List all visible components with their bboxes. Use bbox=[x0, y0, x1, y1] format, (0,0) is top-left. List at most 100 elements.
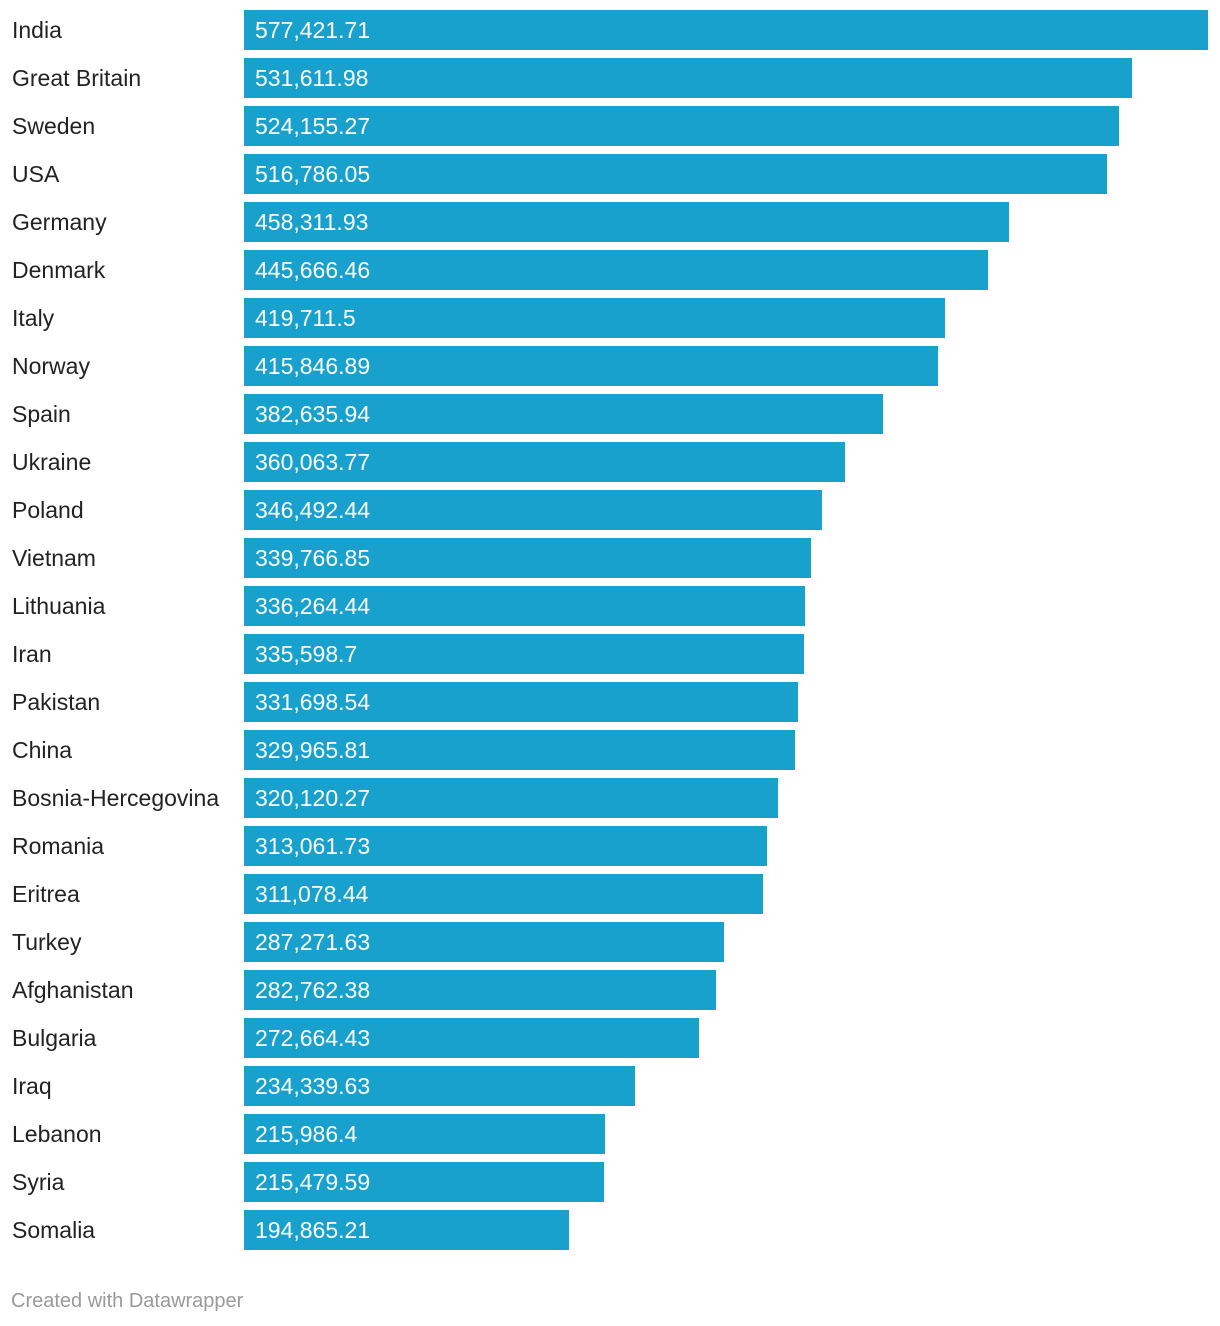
bar-row: Vietnam 339,766.85 bbox=[0, 538, 1220, 578]
value-label: 331,698.54 bbox=[255, 689, 371, 715]
value-label: 335,598.7 bbox=[255, 641, 358, 667]
bar-row: Afghanistan 282,762.38 bbox=[0, 970, 1220, 1010]
category-label: Bulgaria bbox=[12, 1025, 97, 1051]
bar-row: China 329,965.81 bbox=[0, 730, 1220, 770]
value-label: 346,492.44 bbox=[255, 497, 371, 523]
bar-row: Great Britain 531,611.98 bbox=[0, 58, 1220, 98]
bar bbox=[244, 250, 988, 290]
value-label: 531,611.98 bbox=[255, 65, 369, 91]
bar-row: Denmark 445,666.46 bbox=[0, 250, 1220, 290]
category-label: Romania bbox=[12, 833, 105, 859]
bar-row: Bulgaria 272,664.43 bbox=[0, 1018, 1220, 1058]
bar-row: Norway 415,846.89 bbox=[0, 346, 1220, 386]
value-label: 194,865.21 bbox=[255, 1217, 371, 1243]
category-label: Norway bbox=[12, 353, 90, 379]
bar-row: Pakistan 331,698.54 bbox=[0, 682, 1220, 722]
value-label: 339,766.85 bbox=[255, 545, 371, 571]
bar bbox=[244, 922, 724, 962]
value-label: 516,786.05 bbox=[255, 161, 371, 187]
bar bbox=[244, 1018, 699, 1058]
bar bbox=[244, 1210, 569, 1250]
bar bbox=[244, 298, 945, 338]
bar-row: Italy 419,711.5 bbox=[0, 298, 1220, 338]
value-label: 382,635.94 bbox=[255, 401, 371, 427]
category-label: Afghanistan bbox=[12, 977, 134, 1003]
value-label: 287,271.63 bbox=[255, 929, 371, 955]
bar-row: Eritrea 311,078.44 bbox=[0, 874, 1220, 914]
bar bbox=[244, 394, 883, 434]
value-label: 272,664.43 bbox=[255, 1025, 371, 1051]
value-label: 336,264.44 bbox=[255, 593, 371, 619]
value-label: 415,846.89 bbox=[255, 353, 371, 379]
category-label: Lebanon bbox=[12, 1121, 102, 1147]
bar-row: USA 516,786.05 bbox=[0, 154, 1220, 194]
bar-row: Romania 313,061.73 bbox=[0, 826, 1220, 866]
bar-row: Turkey 287,271.63 bbox=[0, 922, 1220, 962]
bar bbox=[244, 154, 1107, 194]
bar-row: Bosnia-Hercegovina 320,120.27 bbox=[0, 778, 1220, 818]
value-label: 419,711.5 bbox=[255, 305, 356, 331]
bar bbox=[244, 442, 845, 482]
bar bbox=[244, 10, 1208, 50]
value-label: 215,986.4 bbox=[255, 1121, 358, 1147]
category-label: Denmark bbox=[12, 257, 106, 283]
value-label: 445,666.46 bbox=[255, 257, 371, 283]
category-label: Great Britain bbox=[12, 65, 142, 91]
bar-row: Syria 215,479.59 bbox=[0, 1162, 1220, 1202]
bar bbox=[244, 970, 716, 1010]
category-label: Pakistan bbox=[12, 689, 101, 715]
value-label: 524,155.27 bbox=[255, 113, 371, 139]
bar-row: Lebanon 215,986.4 bbox=[0, 1114, 1220, 1154]
value-label: 282,762.38 bbox=[255, 977, 371, 1003]
value-label: 458,311.93 bbox=[255, 209, 369, 235]
value-label: 360,063.77 bbox=[255, 449, 371, 475]
bar-row: Lithuania 336,264.44 bbox=[0, 586, 1220, 626]
category-label: Eritrea bbox=[12, 881, 80, 907]
category-label: Iran bbox=[12, 641, 52, 667]
bar bbox=[244, 730, 795, 770]
bar bbox=[244, 538, 811, 578]
bar bbox=[244, 586, 805, 626]
category-label: Bosnia-Hercegovina bbox=[12, 785, 220, 811]
bar-row: Ukraine 360,063.77 bbox=[0, 442, 1220, 482]
category-label: Turkey bbox=[12, 929, 82, 955]
bar bbox=[244, 346, 938, 386]
value-label: 311,078.44 bbox=[255, 881, 369, 907]
bar bbox=[244, 58, 1132, 98]
bar bbox=[244, 874, 763, 914]
bar bbox=[244, 682, 798, 722]
category-label: Italy bbox=[12, 305, 55, 331]
bar bbox=[244, 634, 804, 674]
bar bbox=[244, 1162, 604, 1202]
category-label: China bbox=[12, 737, 73, 763]
category-label: Ukraine bbox=[12, 449, 92, 475]
bar-row: Iraq 234,339.63 bbox=[0, 1066, 1220, 1106]
category-label: Spain bbox=[12, 401, 71, 427]
bar bbox=[244, 202, 1009, 242]
category-label: Syria bbox=[12, 1169, 65, 1195]
value-label: 234,339.63 bbox=[255, 1073, 371, 1099]
category-label: Iraq bbox=[12, 1073, 52, 1099]
chart-credit: Created with Datawrapper bbox=[11, 1290, 244, 1312]
category-label: Lithuania bbox=[12, 593, 106, 619]
bar-row: Somalia 194,865.21 bbox=[0, 1210, 1220, 1250]
bar-row: Sweden 524,155.27 bbox=[0, 106, 1220, 146]
category-label: Germany bbox=[12, 209, 107, 235]
category-label: Sweden bbox=[12, 113, 96, 139]
bar bbox=[244, 1066, 635, 1106]
bar-row: Poland 346,492.44 bbox=[0, 490, 1220, 530]
category-label: USA bbox=[12, 161, 60, 187]
bar bbox=[244, 826, 767, 866]
value-label: 313,061.73 bbox=[255, 833, 371, 859]
category-label: Somalia bbox=[12, 1217, 96, 1243]
bar bbox=[244, 490, 822, 530]
bar-row: Germany 458,311.93 bbox=[0, 202, 1220, 242]
bar bbox=[244, 1114, 605, 1154]
bar-row: Iran 335,598.7 bbox=[0, 634, 1220, 674]
category-label: Poland bbox=[12, 497, 84, 523]
category-label: Vietnam bbox=[12, 545, 96, 571]
category-label: India bbox=[12, 17, 62, 43]
value-label: 329,965.81 bbox=[255, 737, 371, 763]
value-label: 215,479.59 bbox=[255, 1169, 371, 1195]
